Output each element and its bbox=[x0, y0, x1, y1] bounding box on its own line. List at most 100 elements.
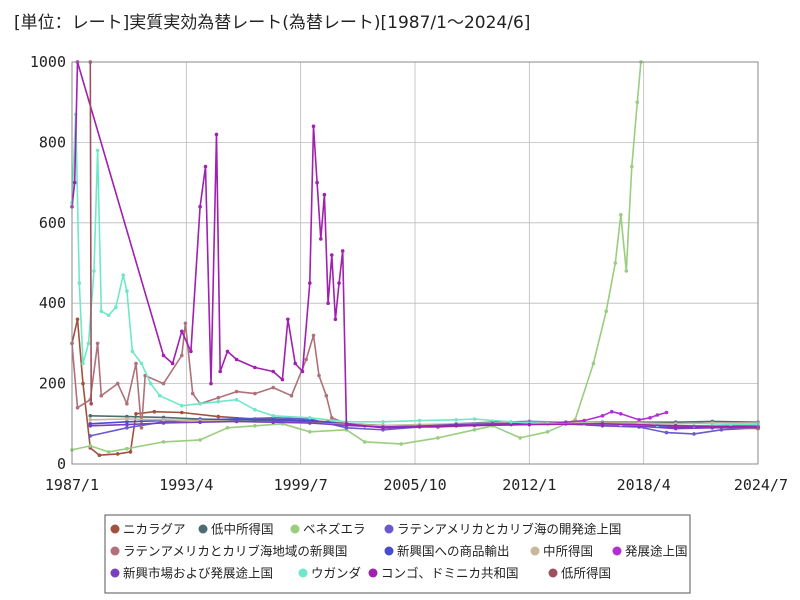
data-point bbox=[88, 444, 93, 448]
data-point bbox=[609, 409, 614, 414]
data-point bbox=[125, 417, 129, 421]
data-point bbox=[234, 419, 239, 424]
data-point bbox=[134, 361, 138, 366]
series-layer bbox=[70, 60, 760, 458]
data-point bbox=[308, 281, 312, 285]
data-point bbox=[115, 452, 120, 456]
series-line bbox=[547, 410, 667, 425]
y-tick-label: 600 bbox=[39, 214, 66, 232]
data-point bbox=[139, 426, 144, 430]
data-point bbox=[600, 414, 605, 418]
legend-marker bbox=[548, 568, 558, 578]
data-point bbox=[673, 426, 678, 431]
data-point bbox=[300, 369, 305, 374]
data-point bbox=[161, 421, 166, 425]
data-point bbox=[170, 361, 175, 366]
legend: ニカラグア 低中所得国 ベネズエラ ラテンアメリカとカリブ海の開発途上国ラテンアメリカ… bbox=[104, 514, 691, 594]
data-point bbox=[180, 410, 184, 415]
data-point bbox=[95, 341, 100, 346]
data-point bbox=[635, 100, 640, 104]
legend-marker bbox=[530, 546, 540, 556]
data-point bbox=[88, 414, 93, 418]
data-point bbox=[114, 305, 118, 310]
legend-marker bbox=[612, 546, 622, 556]
data-point bbox=[308, 416, 312, 420]
data-point bbox=[88, 418, 93, 422]
data-point bbox=[436, 436, 440, 440]
legend-item: 中所得国 bbox=[543, 544, 593, 559]
data-point bbox=[214, 132, 219, 137]
data-point bbox=[326, 301, 330, 306]
data-point bbox=[330, 253, 334, 257]
data-point bbox=[216, 395, 221, 400]
data-point bbox=[308, 421, 312, 425]
legend-marker bbox=[298, 568, 308, 578]
y-tick-label: 0 bbox=[57, 455, 66, 473]
data-point bbox=[88, 424, 93, 428]
data-point bbox=[454, 424, 459, 428]
data-point bbox=[619, 412, 623, 416]
data-point bbox=[81, 381, 85, 386]
data-point bbox=[308, 430, 312, 434]
data-point bbox=[106, 313, 111, 318]
data-point bbox=[591, 361, 596, 366]
legend-marker bbox=[110, 546, 120, 556]
data-point bbox=[72, 180, 77, 185]
data-point bbox=[115, 381, 120, 386]
data-point bbox=[180, 403, 184, 408]
data-point bbox=[293, 361, 298, 366]
data-point bbox=[613, 261, 618, 265]
data-point bbox=[648, 416, 652, 420]
data-point bbox=[286, 317, 290, 322]
data-point bbox=[280, 377, 285, 382]
data-point bbox=[317, 373, 321, 378]
data-point bbox=[161, 418, 166, 422]
data-point bbox=[99, 393, 104, 398]
data-point bbox=[180, 353, 184, 358]
data-point bbox=[604, 309, 608, 314]
data-point bbox=[311, 124, 316, 129]
x-axis: 1987/1 1993/4 1999/7 2005/10 2012/1 2018/4 202… bbox=[45, 476, 788, 494]
y-tick-label: 400 bbox=[39, 294, 66, 312]
data-point bbox=[75, 405, 80, 410]
data-point bbox=[637, 421, 641, 425]
legend-item: ベネズエラ bbox=[303, 522, 366, 537]
chart-title: [単位：レート]実質実効為替レート(為替レート)[1987/1～2024/6] bbox=[14, 13, 530, 33]
data-point bbox=[218, 369, 222, 374]
legend-item: 新興市場および発展途上国 bbox=[123, 566, 273, 581]
y-tick-label: 1000 bbox=[30, 53, 66, 71]
y-tick-label: 200 bbox=[39, 375, 66, 393]
data-point bbox=[655, 413, 660, 417]
x-tick-label: 1999/7 bbox=[274, 476, 328, 494]
data-point bbox=[75, 317, 80, 322]
data-point bbox=[253, 391, 257, 396]
legend-item: 低中所得国 bbox=[211, 522, 274, 537]
data-point bbox=[637, 418, 641, 422]
data-point bbox=[472, 417, 477, 421]
legend-item: ラテンアメリカとカリブ海の開発途上国 bbox=[397, 522, 621, 537]
data-point bbox=[381, 420, 385, 424]
legend-item: ニカラグア bbox=[123, 522, 186, 537]
data-point bbox=[324, 393, 329, 398]
data-point bbox=[152, 409, 157, 414]
legend-marker bbox=[368, 568, 378, 578]
data-point bbox=[582, 418, 586, 423]
data-point bbox=[158, 393, 162, 398]
data-point bbox=[125, 289, 129, 293]
data-point bbox=[183, 321, 188, 326]
legend-item: 低所得国 bbox=[561, 566, 611, 581]
data-point bbox=[89, 401, 93, 406]
data-point bbox=[216, 399, 221, 404]
data-point bbox=[340, 249, 345, 253]
legend-marker bbox=[384, 546, 394, 556]
data-point bbox=[253, 424, 257, 428]
data-point bbox=[161, 353, 166, 358]
data-point bbox=[600, 422, 605, 426]
data-point bbox=[362, 440, 367, 444]
data-point bbox=[253, 407, 257, 412]
data-point bbox=[125, 401, 129, 406]
data-point bbox=[130, 349, 135, 354]
legend-marker bbox=[384, 524, 394, 534]
plot-frame bbox=[71, 61, 759, 465]
data-point bbox=[330, 416, 334, 420]
